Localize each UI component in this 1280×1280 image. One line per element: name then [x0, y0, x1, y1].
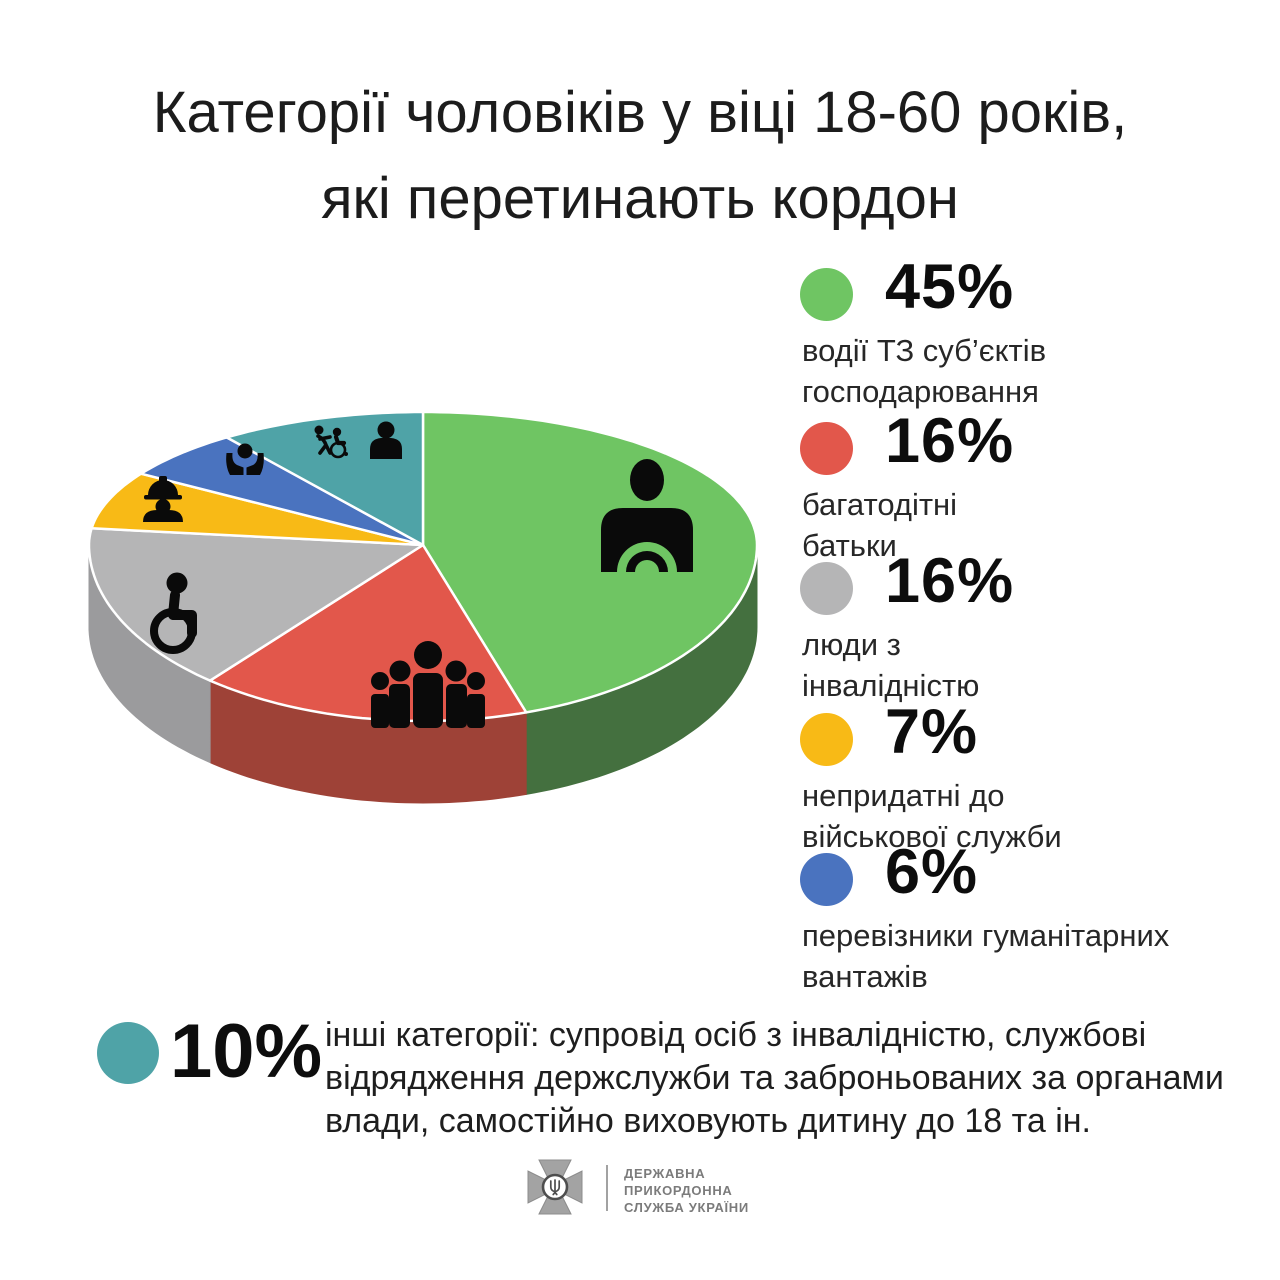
caring-hands-icon — [226, 443, 264, 475]
legend-label-fathers: багатодітні батьки — [802, 487, 958, 563]
legend-dot-drivers — [800, 268, 853, 321]
legend-value-drivers: 45% — [885, 252, 1015, 322]
legend-label-other: інші категорії: супровід осіб з інвалідн… — [325, 1016, 1224, 1140]
pie-slice-drivers — [421, 410, 759, 714]
legend-dot-humanitarian — [800, 853, 853, 906]
legend-label-unfit: непридатні до військової служби — [802, 778, 1062, 854]
worker-icon — [143, 476, 183, 522]
assist-wheelchair-icon — [314, 425, 348, 459]
org-logo: ДЕРЖАВНА ПРИКОРДОННА СЛУЖБА УКРАЇНИ — [526, 1158, 786, 1228]
person-icon — [370, 421, 402, 459]
legend-value-other: 10% — [170, 1009, 323, 1094]
family-icon — [371, 641, 485, 728]
chart-title: Категорії чоловіків у віці 18-60 років, … — [152, 80, 1128, 231]
legend-dot-fathers — [800, 422, 853, 475]
legend-item-other: 10% інші категорії: супровід осіб з інва… — [0, 1010, 1280, 1190]
org-emblem-icon — [527, 1159, 583, 1215]
legend-dot-unfit — [800, 713, 853, 766]
legend-dot-disabled — [800, 562, 853, 615]
legend-dot-other — [97, 1022, 159, 1084]
pie-slice-humanitarian — [139, 436, 425, 547]
driver-icon — [601, 459, 693, 572]
pie-slice-disabled — [87, 527, 425, 682]
logo-divider — [606, 1165, 608, 1211]
legend: 45% водії ТЗ суб’єктів господарювання 16… — [798, 0, 1268, 1010]
legend-value-fathers: 16% — [885, 406, 1015, 476]
legend-value-humanitarian: 6% — [885, 837, 979, 907]
legend-value-unfit: 7% — [885, 697, 979, 767]
legend-value-disabled: 16% — [885, 546, 1015, 616]
legend-label-humanitarian: перевізники гуманітарних вантажів — [802, 918, 1170, 994]
legend-label-drivers: водії ТЗ суб’єктів господарювання — [802, 333, 1047, 409]
legend-label-disabled: люди з інвалідністю — [802, 627, 980, 703]
org-name: ДЕРЖАВНА ПРИКОРДОННА СЛУЖБА УКРАЇНИ — [624, 1166, 749, 1215]
wheelchair-icon — [150, 572, 197, 654]
